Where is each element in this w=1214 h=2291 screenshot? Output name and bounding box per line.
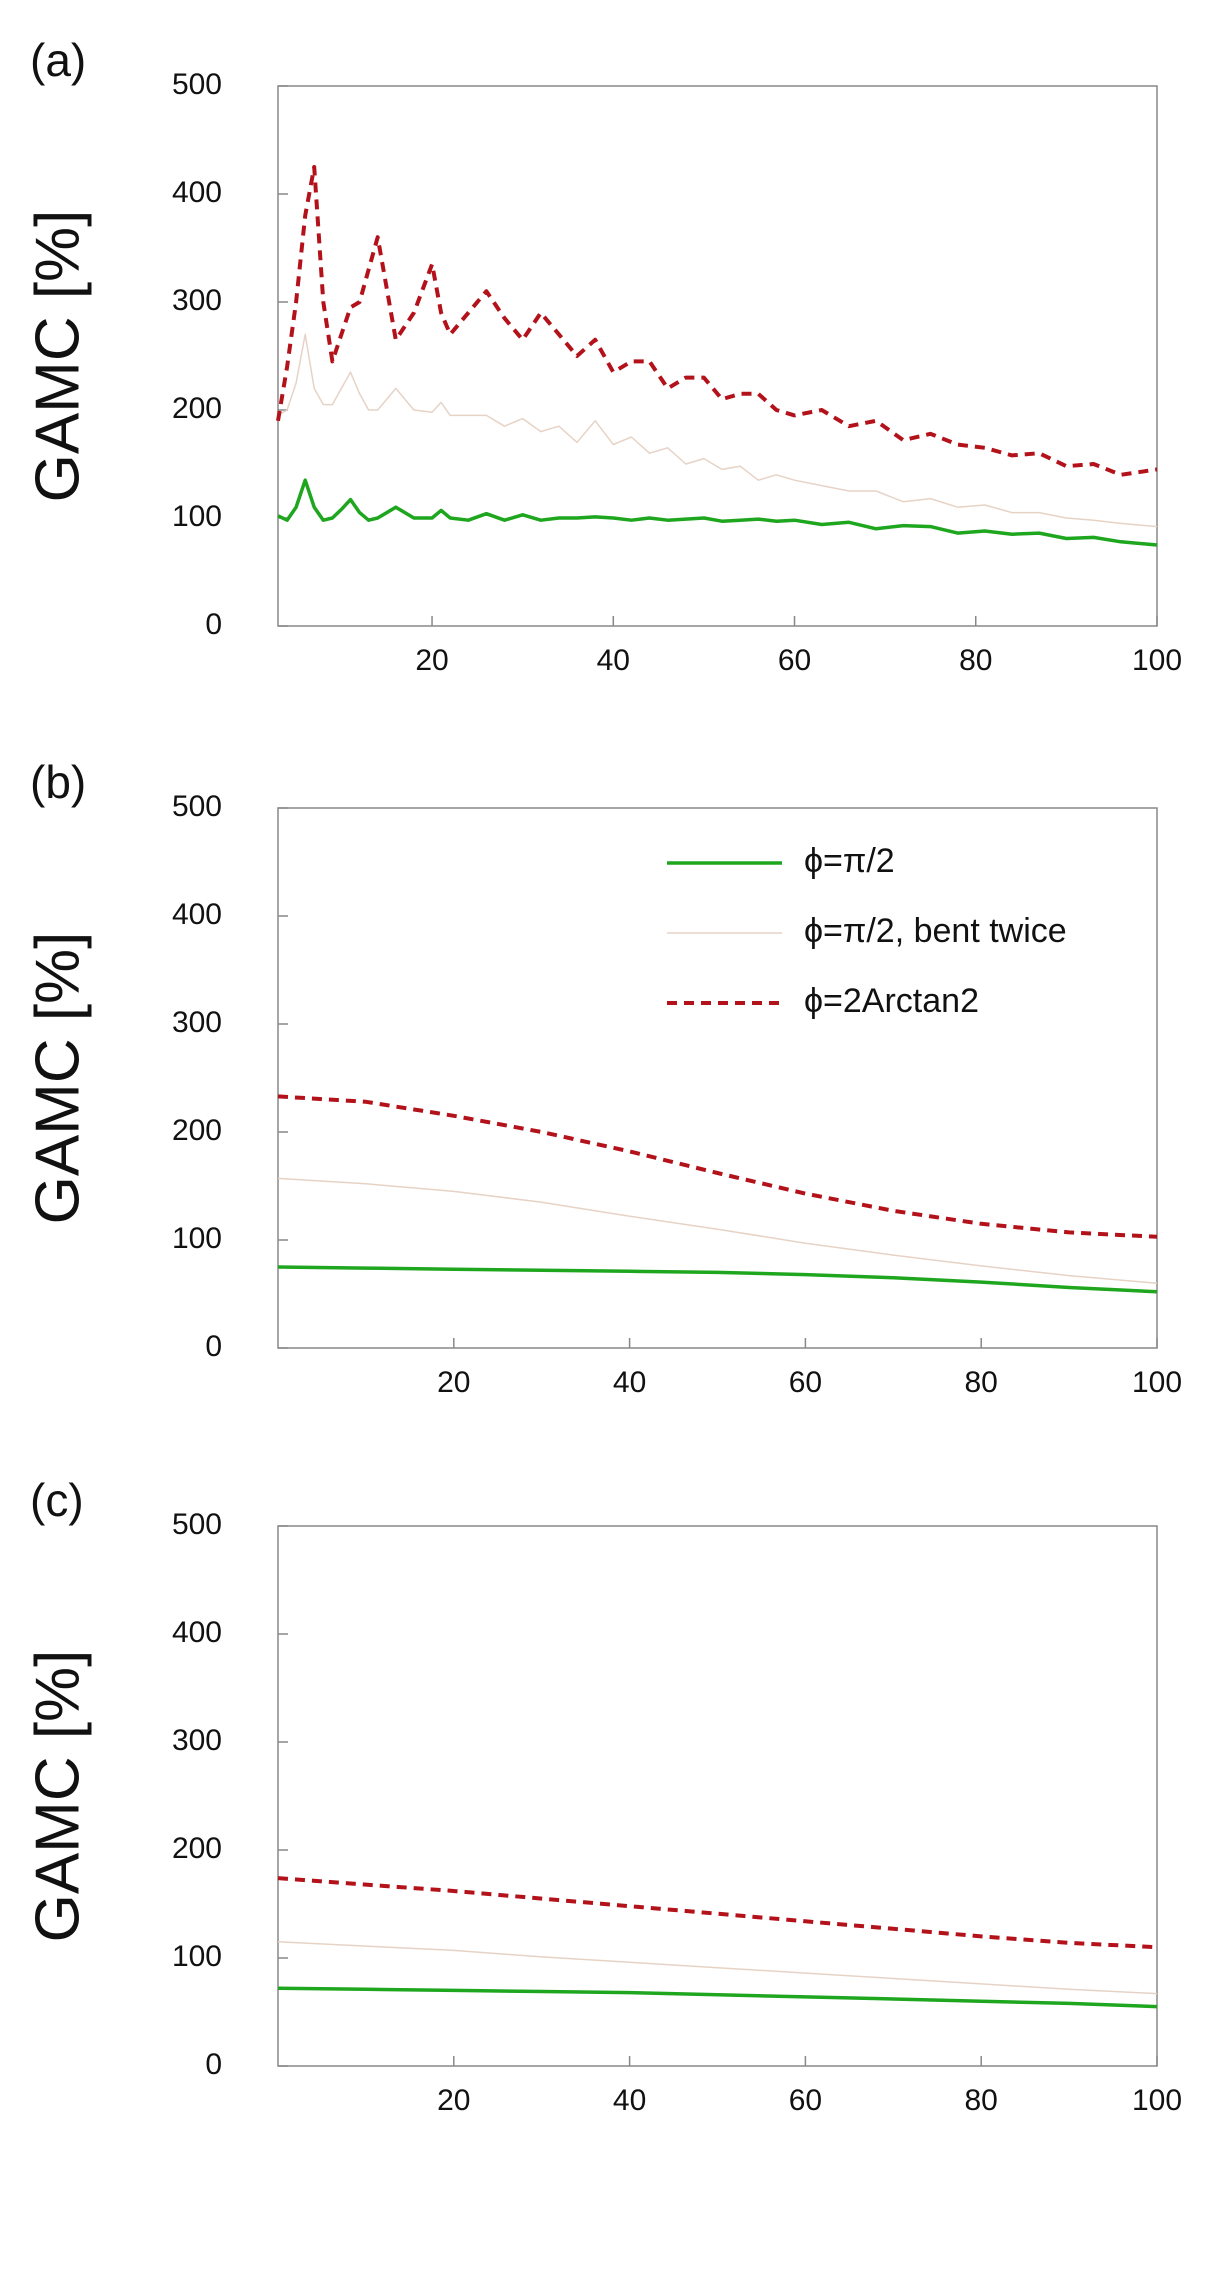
x-tick-label: 60	[789, 1366, 822, 1399]
series-line	[277, 1986, 1158, 2009]
y-axis-label: GAMC [%]	[23, 210, 92, 503]
series-line	[277, 1876, 1158, 1950]
x-tick-label: 20	[415, 644, 448, 677]
y-tick-label: 100	[172, 500, 222, 533]
legend-label: ϕ=π/2, bent twice	[804, 912, 1067, 950]
y-tick-label: 200	[172, 392, 222, 425]
y-axis-label: GAMC [%]	[23, 1650, 92, 1943]
y-tick-label: 200	[172, 1114, 222, 1147]
y-tick-label: 300	[172, 1724, 222, 1757]
y-tick-label: 0	[205, 1330, 222, 1363]
y-tick-label: 400	[172, 898, 222, 931]
y-tick-label: 500	[172, 68, 222, 101]
legend-label: ϕ=2Arctan2	[804, 982, 979, 1020]
series-line	[277, 478, 1158, 547]
y-tick-label: 100	[172, 1940, 222, 1973]
y-tick-label: 0	[205, 2048, 222, 2081]
x-tick-label: 40	[597, 644, 630, 677]
x-tick-label: 100	[1132, 644, 1182, 677]
series-line	[277, 1265, 1158, 1294]
y-tick-label: 300	[172, 284, 222, 317]
y-tick-label: 400	[172, 1616, 222, 1649]
x-tick-label: 60	[778, 644, 811, 677]
panel-label: (a)	[30, 34, 86, 86]
panel-label: (b)	[30, 756, 86, 808]
y-tick-label: 0	[205, 608, 222, 641]
y-tick-label: 400	[172, 176, 222, 209]
plot-frame	[277, 807, 1158, 1349]
x-tick-label: 80	[959, 644, 992, 677]
x-tick-label: 40	[613, 2084, 646, 2117]
plot-frame	[277, 85, 1158, 627]
y-tick-label: 100	[172, 1222, 222, 1255]
y-tick-label: 500	[172, 790, 222, 823]
legend-label: ϕ=π/2	[804, 842, 895, 880]
y-tick-label: 500	[172, 1508, 222, 1541]
series-line	[276, 165, 1158, 477]
plot-frame	[277, 1525, 1158, 2067]
x-tick-label: 80	[965, 1366, 998, 1399]
y-tick-label: 300	[172, 1006, 222, 1039]
series-line	[277, 1094, 1158, 1239]
panel-label: (c)	[30, 1474, 84, 1526]
y-axis-label: GAMC [%]	[23, 932, 92, 1225]
x-tick-label: 40	[613, 1366, 646, 1399]
y-tick-label: 200	[172, 1832, 222, 1865]
x-tick-label: 100	[1132, 1366, 1182, 1399]
x-tick-label: 20	[437, 1366, 470, 1399]
x-tick-label: 20	[437, 2084, 470, 2117]
series-line	[277, 1941, 1158, 1995]
x-tick-label: 80	[965, 2084, 998, 2117]
series-line	[277, 1177, 1158, 1284]
x-tick-label: 60	[789, 2084, 822, 2117]
x-tick-label: 100	[1132, 2084, 1182, 2117]
series-line	[277, 333, 1158, 528]
